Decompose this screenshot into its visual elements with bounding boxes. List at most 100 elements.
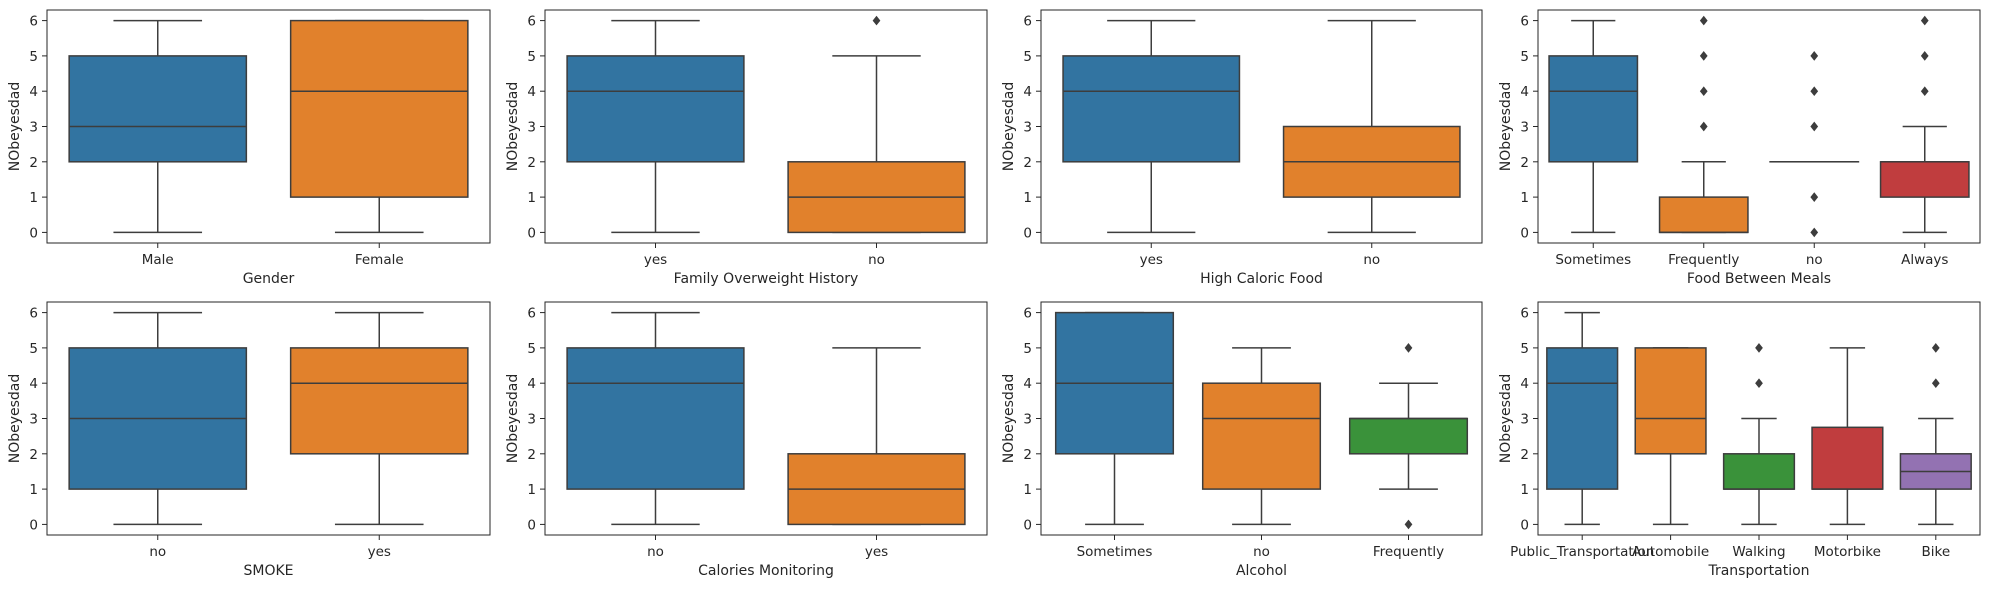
chart-8-public-transportation-box bbox=[1547, 348, 1618, 489]
chart-4-no-x-tick-label: no bbox=[1806, 252, 1823, 268]
chart-8-y-tick-label-4: 4 bbox=[1520, 376, 1529, 392]
chart-2-no-outlier-0 bbox=[873, 16, 880, 24]
chart-8-walking-outlier-0 bbox=[1756, 379, 1763, 387]
chart-4-y-tick-label-3: 3 bbox=[1520, 120, 1529, 136]
chart-1-y-tick-label-2: 2 bbox=[29, 155, 38, 171]
chart-4-always-box bbox=[1881, 162, 1969, 197]
chart-3-y-tick-label-5: 5 bbox=[1023, 49, 1032, 65]
chart-8-walking-outlier-1 bbox=[1756, 344, 1763, 352]
chart-2-y-tick-label-6: 6 bbox=[527, 14, 536, 30]
chart-8-motorbike-box bbox=[1812, 427, 1883, 489]
chart-2-y-tick-label-0: 0 bbox=[527, 225, 536, 241]
chart-1-y-tick-label-4: 4 bbox=[29, 84, 38, 100]
chart-4-y-tick-label-2: 2 bbox=[1520, 155, 1529, 171]
chart-7-no-x-tick-label: no bbox=[1253, 544, 1270, 560]
chart-7-frequently-box bbox=[1350, 419, 1468, 454]
chart-7-sometimes-x-tick-label: Sometimes bbox=[1077, 544, 1153, 560]
chart-1-male-box bbox=[69, 56, 246, 162]
chart-3-y-tick-label-6: 6 bbox=[1023, 14, 1032, 30]
chart-7-y-tick-label-1: 1 bbox=[1023, 482, 1032, 498]
chart-1-female-x-tick-label: Female bbox=[355, 252, 404, 268]
chart-5-y-tick-label-6: 6 bbox=[29, 306, 38, 322]
chart-2-no-x-tick-label: no bbox=[868, 252, 885, 268]
chart-8-y-tick-label-6: 6 bbox=[1520, 306, 1529, 322]
chart-8-automobile-box bbox=[1635, 348, 1706, 454]
chart-6-y-axis-label: NObeyesdad bbox=[505, 374, 521, 464]
chart-4-y-tick-label-1: 1 bbox=[1520, 190, 1529, 206]
chart-8-y-tick-label-3: 3 bbox=[1520, 412, 1529, 428]
chart-8-automobile-x-tick-label: Automobile bbox=[1632, 544, 1709, 560]
chart-4-always-outlier-2 bbox=[1921, 16, 1928, 24]
chart-8-walking-x-tick-label: Walking bbox=[1732, 544, 1785, 560]
chart-3-y-tick-label-0: 0 bbox=[1023, 225, 1032, 241]
chart-5-y-tick-label-4: 4 bbox=[29, 376, 38, 392]
chart-8-y-tick-label-5: 5 bbox=[1520, 341, 1529, 357]
chart-4-frequently-box bbox=[1660, 197, 1748, 232]
chart-6-y-tick-label-2: 2 bbox=[527, 447, 536, 463]
chart-8-walking-box bbox=[1724, 454, 1795, 489]
chart-7-no-box bbox=[1203, 383, 1321, 489]
chart-4-always-outlier-0 bbox=[1921, 87, 1928, 95]
chart-4-y-axis-label: NObeyesdad bbox=[1498, 82, 1514, 172]
chart-5-yes-box bbox=[291, 348, 468, 454]
chart-8-bike-outlier-0 bbox=[1932, 379, 1939, 387]
chart-1-y-tick-label-6: 6 bbox=[29, 14, 38, 30]
chart-2-y-axis-label: NObeyesdad bbox=[505, 82, 521, 172]
chart-5-y-tick-label-5: 5 bbox=[29, 341, 38, 357]
chart-5-y-tick-label-2: 2 bbox=[29, 447, 38, 463]
chart-3-y-tick-label-3: 3 bbox=[1023, 120, 1032, 136]
chart-5-y-axis-label: NObeyesdad bbox=[7, 374, 23, 464]
chart-8-y-tick-label-0: 0 bbox=[1520, 517, 1529, 533]
chart-4-y-tick-label-5: 5 bbox=[1520, 49, 1529, 65]
chart-6-y-tick-label-5: 5 bbox=[527, 341, 536, 357]
chart-4-y-tick-label-6: 6 bbox=[1520, 14, 1529, 30]
chart-1-female-box bbox=[291, 21, 468, 198]
chart-8-x-axis-label: Transportation bbox=[1707, 563, 1809, 579]
chart-6-no-x-tick-label: no bbox=[647, 544, 664, 560]
chart-6-y-tick-label-1: 1 bbox=[527, 482, 536, 498]
chart-4-frequently-outlier-1 bbox=[1700, 87, 1707, 95]
chart-7-y-tick-label-5: 5 bbox=[1023, 341, 1032, 357]
chart-5-y-tick-label-0: 0 bbox=[29, 517, 38, 533]
chart-5-y-tick-label-1: 1 bbox=[29, 482, 38, 498]
chart-4-no-outlier-4 bbox=[1811, 52, 1818, 60]
chart-5-x-axis-label: SMOKE bbox=[243, 563, 293, 579]
chart-3-yes-box bbox=[1063, 56, 1239, 162]
chart-7-y-axis-label: NObeyesdad bbox=[1001, 374, 1017, 464]
chart-3-y-tick-label-1: 1 bbox=[1023, 190, 1032, 206]
chart-7-y-tick-label-0: 0 bbox=[1023, 517, 1032, 533]
chart-4-frequently-x-tick-label: Frequently bbox=[1668, 252, 1739, 268]
chart-1-male-x-tick-label: Male bbox=[142, 252, 174, 268]
chart-1-y-tick-label-1: 1 bbox=[29, 190, 38, 206]
chart-2-yes-x-tick-label: yes bbox=[644, 252, 667, 268]
chart-4-frequently-outlier-0 bbox=[1700, 122, 1707, 130]
chart-6-yes-x-tick-label: yes bbox=[865, 544, 888, 560]
chart-6-no-box bbox=[567, 348, 744, 489]
chart-1-y-axis-label: NObeyesdad bbox=[7, 82, 23, 172]
chart-4-always-x-tick-label: Always bbox=[1901, 252, 1948, 268]
chart-4-sometimes-box bbox=[1549, 56, 1637, 162]
chart-5-y-tick-label-3: 3 bbox=[29, 412, 38, 428]
chart-2-y-tick-label-5: 5 bbox=[527, 49, 536, 65]
chart-4-always-outlier-1 bbox=[1921, 52, 1928, 60]
chart-2-yes-box bbox=[567, 56, 744, 162]
chart-3-y-axis-label: NObeyesdad bbox=[1001, 82, 1017, 172]
chart-6-y-tick-label-3: 3 bbox=[527, 412, 536, 428]
chart-6-y-tick-label-6: 6 bbox=[527, 306, 536, 322]
chart-2-y-tick-label-4: 4 bbox=[527, 84, 536, 100]
chart-4-frequently-outlier-3 bbox=[1700, 16, 1707, 24]
chart-2-y-tick-label-3: 3 bbox=[527, 120, 536, 136]
chart-4-no-outlier-0 bbox=[1811, 228, 1818, 236]
chart-2-x-axis-label: Family Overweight History bbox=[674, 271, 859, 287]
chart-4-no-outlier-1 bbox=[1811, 193, 1818, 201]
chart-6-y-tick-label-4: 4 bbox=[527, 376, 536, 392]
chart-2-y-tick-label-2: 2 bbox=[527, 155, 536, 171]
